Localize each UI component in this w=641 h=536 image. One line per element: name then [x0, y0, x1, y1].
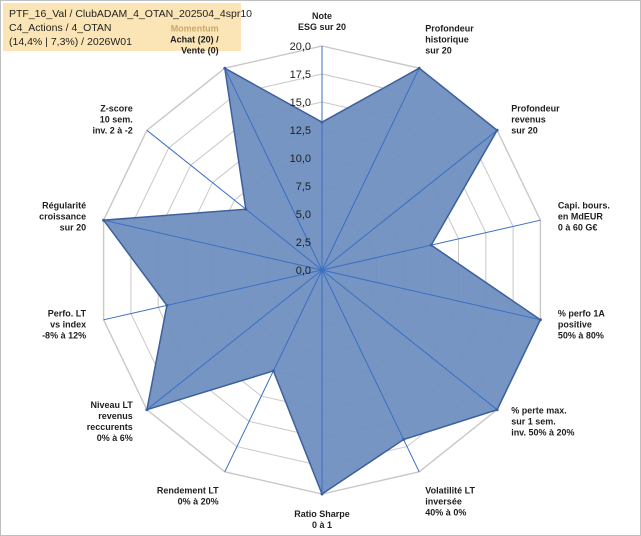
axis-label-line: croissance [39, 212, 86, 222]
axis-label: Régularité croissance sur 20 [39, 201, 86, 233]
axis-spoke [321, 67, 420, 271]
axis-label-line: Régularité [42, 201, 86, 211]
axis-label-line: 40% à 0% [425, 507, 466, 517]
portfolio-info-box: PTF_16_Val / ClubADAM_4_OTAN_202504_4spr… [3, 3, 252, 51]
axis-label-line: 10 sem. [100, 115, 133, 125]
axis-label-line: inversée [425, 496, 462, 506]
axis-spoke [103, 219, 323, 271]
tick-label: 5,0 [296, 209, 311, 221]
axis-label-line: -8% à 12% [42, 330, 86, 340]
tick-label: 17,5 [290, 69, 311, 81]
axis-label: Niveau LT revenus reccurents 0% à 6% [87, 400, 134, 443]
tick-label: 0,0 [296, 265, 311, 277]
axis-spoke [321, 129, 498, 271]
data-point [429, 243, 433, 247]
axis-label-line: 0% à 6% [97, 433, 133, 443]
axis-label-line: revenus [98, 411, 133, 421]
data-point [223, 66, 227, 70]
axis-label-line: reccurents [87, 422, 133, 432]
axis-label-line: Z-score [100, 104, 133, 114]
data-point [417, 66, 421, 70]
tick-label: 20,0 [290, 41, 311, 53]
data-point [165, 303, 169, 307]
axis-label-line: Capi. bours. [558, 201, 610, 211]
axis-label-line: Momentum [171, 24, 219, 34]
tick-label: 15,0 [290, 97, 311, 109]
axis-label-line: sur 20 [511, 126, 538, 136]
axis-spoke [321, 269, 498, 411]
axis-spoke [146, 269, 323, 411]
axis-label-line: sur 20 [60, 223, 87, 233]
axis-label-line: Profondeur [511, 104, 560, 114]
data-point [402, 438, 406, 441]
axis-label-line: % perfo 1A [558, 308, 606, 318]
data-point [495, 128, 499, 132]
data-point [495, 408, 499, 412]
axis-spoke [103, 269, 323, 321]
portfolio-name: PTF_16_Val / ClubADAM_4_OTAN_202504_4spr… [9, 8, 252, 20]
data-point [320, 120, 324, 124]
data-point [145, 408, 149, 412]
axis-label-line: historique [425, 35, 469, 45]
axis-label-line: ESG sur 20 [298, 22, 346, 32]
axis-label-line: revenus [511, 115, 546, 125]
axis-label-line: Achat (20) / [170, 35, 219, 45]
axis-label-line: Ratio Sharpe [294, 509, 350, 519]
axis-label: Profondeur revenus sur 20 [511, 104, 560, 136]
axis-spoke [224, 67, 323, 271]
axis-label-line: 0% à 20% [178, 496, 219, 506]
axis-label: % perfo 1A positive 50% à 80% [558, 308, 606, 340]
axis-label: Profondeur historique sur 20 [425, 24, 474, 56]
axis-spoke [321, 269, 541, 321]
portfolio-category: C4_Actions / 4_OTAN [9, 22, 112, 34]
data-point [271, 369, 275, 373]
axis-label: Note ESG sur 20 [298, 11, 346, 32]
axis-label: Rendement LT 0% à 20% [157, 485, 219, 506]
axis-label-line: sur 20 [425, 46, 452, 56]
data-point [320, 492, 324, 496]
axis-label: Ratio Sharpe 0 à 1 [294, 509, 350, 530]
axis-label-line: en MdEUR [558, 212, 604, 222]
axis-label-line: positive [558, 319, 592, 329]
axis-label: Capi. bours. en MdEUR 0 à 60 G€ [558, 201, 610, 233]
axis-label-line: 50% à 80% [558, 330, 604, 340]
data-point [538, 318, 542, 322]
axis-label-line: 0 à 60 G€ [558, 223, 598, 233]
tick-label: 2,5 [296, 237, 311, 249]
axis-label: Z-score 10 sem. inv. 2 à -2 [92, 104, 132, 136]
axis-label-line: % perte max. [511, 405, 567, 415]
axis-label-line: Perfo. LT [48, 308, 87, 318]
axis-label-line: Volatilité LT [425, 485, 475, 495]
axis-label: Volatilité LT inversée 40% à 0% [425, 485, 475, 517]
data-point [244, 207, 248, 211]
axis-label: % perte max. sur 1 sem. inv. 50% à 20% [511, 405, 574, 437]
axis-label-line: Profondeur [425, 24, 474, 34]
axis-label-line: inv. 50% à 20% [511, 427, 574, 437]
axis-label-line: 0 à 1 [312, 520, 332, 530]
axis-label-line: vs index [50, 319, 86, 329]
data-point [102, 218, 106, 222]
tick-label: 12,5 [290, 125, 311, 137]
axis-label-line: sur 1 sem. [511, 416, 556, 426]
axis-label-line: Note [312, 11, 332, 21]
portfolio-stats: (14,4% | 7,3%) / 2026W01 [9, 36, 132, 48]
axis-label-line: Niveau LT [90, 400, 133, 410]
axis-label-line: inv. 2 à -2 [92, 126, 132, 136]
axis-label: Momentum Achat (20) / Vente (0) [170, 24, 219, 56]
tick-label: 7,5 [296, 181, 311, 193]
tick-label: 10,0 [290, 153, 311, 165]
axis-label-line: Vente (0) [181, 46, 219, 56]
axis-spoke [146, 129, 323, 271]
axis-label: Perfo. LT vs index -8% à 12% [42, 308, 87, 340]
axis-label-line: Rendement LT [157, 485, 219, 495]
